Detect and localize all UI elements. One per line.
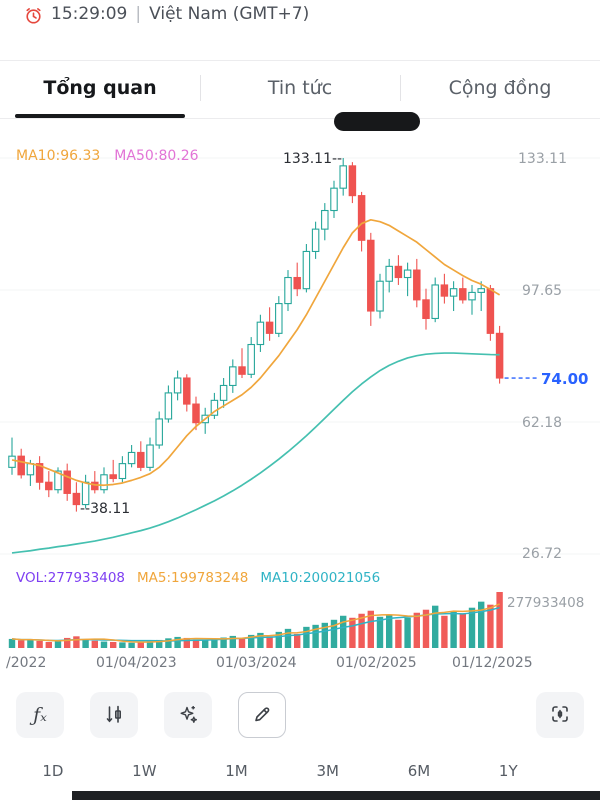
x-axis-label: 01/04/2023 xyxy=(96,655,177,671)
range-1y[interactable]: 1Y xyxy=(498,762,518,780)
candle-arrows-icon xyxy=(103,703,125,728)
ma10-legend: MA10:96.33 xyxy=(16,148,101,164)
high-annotation: 133.11-- xyxy=(283,151,343,167)
market-region: Việt Nam (GMT+7) xyxy=(149,4,310,24)
vol-value-legend: VOL:277933408 xyxy=(16,570,125,586)
fullscreen-button[interactable] xyxy=(536,692,584,738)
active-tab-underline xyxy=(15,114,185,118)
x-axis-label: 01/02/2025 xyxy=(336,655,417,671)
function-icon: ƒₓ xyxy=(33,704,47,726)
range-1w[interactable]: 1W xyxy=(132,762,157,780)
y-axis-label: 62.18 xyxy=(522,415,563,431)
tab-tong-quan[interactable]: Tổng quan xyxy=(0,57,200,118)
overlay-pill xyxy=(334,112,420,131)
ma50-legend: MA50:80.26 xyxy=(114,148,199,164)
tab-tin-tuc[interactable]: Tin tức xyxy=(200,57,400,118)
range-3m[interactable]: 3M xyxy=(316,762,339,780)
bottom-panel-edge xyxy=(72,791,600,800)
volume-legend: VOL:277933408 MA5:199783248 MA10:2000210… xyxy=(16,570,380,586)
chart-toolbar: ƒₓ xyxy=(0,692,600,738)
chart-style-button[interactable] xyxy=(90,692,138,738)
range-6m[interactable]: 6M xyxy=(407,762,431,780)
low-annotation: --38.11 xyxy=(80,501,131,517)
range-1d[interactable]: 1D xyxy=(42,762,64,780)
last-price-tag: 74.00 xyxy=(541,370,589,388)
tab-bar: Tổng quan Tin tức Cộng đồng xyxy=(0,57,600,119)
price-legend: MA10:96.33 MA50:80.26 xyxy=(16,148,199,164)
ai-tools-button[interactable] xyxy=(164,692,212,738)
tab-cong-dong[interactable]: Cộng đồng xyxy=(400,57,600,118)
y-axis-label: 97.65 xyxy=(522,283,563,299)
x-axis-label: /2022 xyxy=(6,655,47,671)
header-separator: | xyxy=(135,4,142,24)
expand-icon xyxy=(549,703,571,728)
vol-ma5-legend: MA5:199783248 xyxy=(137,570,249,586)
tab-label: Tin tức xyxy=(267,76,333,99)
tab-label: Tổng quan xyxy=(43,76,157,99)
sparkles-icon xyxy=(177,703,199,728)
y-axis-label: 133.11 xyxy=(518,151,567,167)
x-axis-label: 01/12/2025 xyxy=(452,655,533,671)
range-selector: 1D 1W 1M 3M 6M 1Y xyxy=(8,754,552,788)
tab-label: Cộng đồng xyxy=(448,76,552,99)
status-bar: 15:29:09 | Việt Nam (GMT+7) xyxy=(0,0,600,61)
indicator-button[interactable]: ƒₓ xyxy=(16,692,64,738)
volume-axis-label: 277933408 xyxy=(507,595,585,611)
tab-divider xyxy=(400,75,401,101)
vol-ma10-legend: MA10:200021056 xyxy=(260,570,381,586)
tab-divider xyxy=(200,75,201,101)
pencil-icon xyxy=(251,703,273,728)
range-1m[interactable]: 1M xyxy=(225,762,248,780)
y-axis-label: 26.72 xyxy=(522,546,563,562)
x-axis-label: 01/03/2024 xyxy=(216,655,297,671)
candlestick-chart[interactable] xyxy=(0,130,600,672)
alarm-clock-icon xyxy=(24,6,43,25)
draw-button[interactable] xyxy=(238,692,286,738)
server-time: 15:29:09 xyxy=(51,4,128,24)
